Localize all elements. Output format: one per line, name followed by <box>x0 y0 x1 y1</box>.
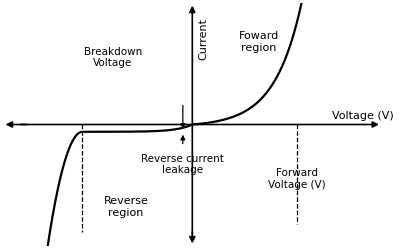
Text: Reverse current
leakage: Reverse current leakage <box>141 154 224 176</box>
Text: Reverse
region: Reverse region <box>104 196 148 218</box>
Text: Breakdown
Voltage: Breakdown Voltage <box>84 47 142 68</box>
Text: Foward
region: Foward region <box>238 31 279 53</box>
Text: Forward
Voltage (V): Forward Voltage (V) <box>268 169 325 190</box>
Text: Current: Current <box>199 18 209 60</box>
Text: Voltage (V): Voltage (V) <box>332 111 394 121</box>
